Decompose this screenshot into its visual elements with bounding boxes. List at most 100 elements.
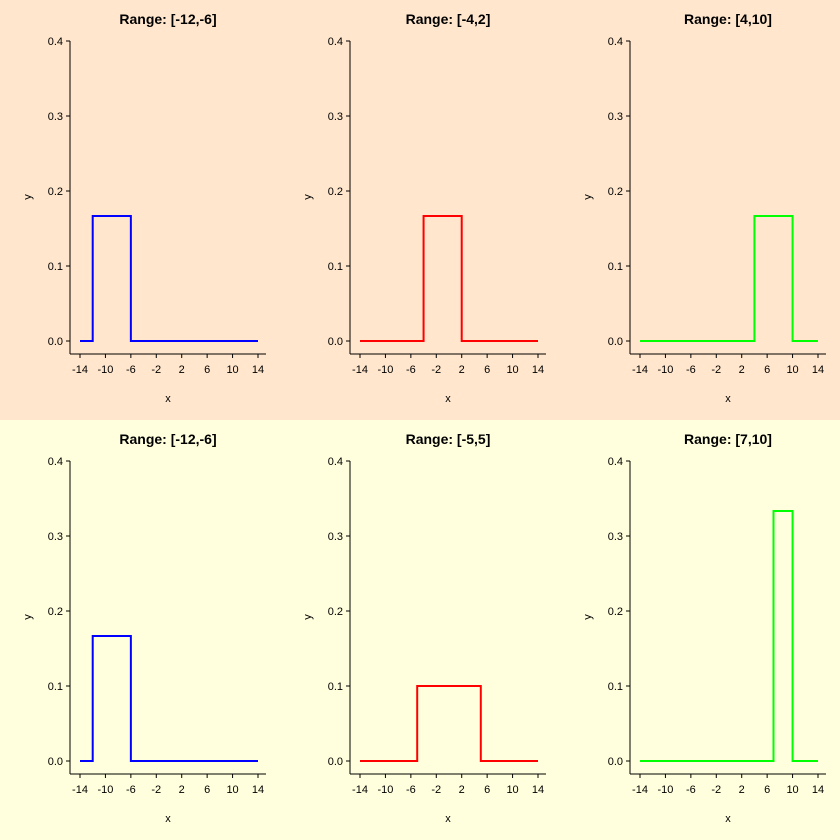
x-tick-label: -2 bbox=[431, 364, 441, 376]
chart-panel-3: Range: [4,10] 0.0 0.1 0.2 0.3 0.4 -14 -10 -6 -2 2 6… bbox=[582, 11, 826, 405]
chart-panel-4: Range: [-12,-6] 0.0 0.1 0.2 0.3 0.4 -14 -10 -6 -2… bbox=[22, 431, 266, 825]
y-tick-label: 0.3 bbox=[328, 111, 343, 123]
y-axis-label: y bbox=[582, 614, 594, 620]
y-axis-label: y bbox=[302, 614, 314, 620]
x-tick-label: 2 bbox=[459, 784, 465, 796]
x-tick-label: 6 bbox=[204, 784, 210, 796]
x-tick-label: -10 bbox=[657, 364, 673, 376]
series-line bbox=[80, 214, 258, 342]
x-tick-label: -14 bbox=[352, 364, 368, 376]
chart-panel-2: Range: [-4,2] 0.0 0.1 0.2 0.3 0.4 -14 -10 -6 -2 2 6… bbox=[302, 11, 546, 405]
x-tick-label: -14 bbox=[352, 784, 368, 796]
y-tick-label: 0.2 bbox=[608, 606, 623, 618]
x-tick-label: 10 bbox=[226, 784, 238, 796]
y-axis-label: y bbox=[22, 194, 34, 200]
series-line bbox=[640, 214, 818, 342]
y-tick-label: 0.1 bbox=[48, 681, 63, 693]
x-axis-label: x bbox=[165, 393, 171, 405]
x-axis-label: x bbox=[445, 813, 451, 825]
x-tick-label: 6 bbox=[484, 784, 490, 796]
x-tick-label: -2 bbox=[711, 784, 721, 796]
x-tick-label: 2 bbox=[739, 364, 745, 376]
x-tick-label: -10 bbox=[97, 784, 113, 796]
chart-title: Range: [-5,5] bbox=[406, 431, 491, 447]
x-tick-label: 2 bbox=[459, 364, 465, 376]
x-tick-label: 14 bbox=[532, 784, 544, 796]
y-tick-label: 0.4 bbox=[48, 456, 63, 468]
x-tick-label: -10 bbox=[97, 364, 113, 376]
top-row-background bbox=[0, 0, 840, 420]
y-axis-label: y bbox=[22, 614, 34, 620]
chart-title: Range: [4,10] bbox=[684, 11, 772, 27]
series-line bbox=[80, 634, 258, 762]
series-line bbox=[360, 685, 538, 762]
x-tick-label: 14 bbox=[252, 784, 264, 796]
x-tick-label: 10 bbox=[786, 364, 798, 376]
y-tick-label: 0.3 bbox=[48, 111, 63, 123]
x-tick-label: 10 bbox=[506, 364, 518, 376]
x-tick-label: 10 bbox=[226, 364, 238, 376]
y-tick-label: 0.2 bbox=[328, 606, 343, 618]
x-tick-label: -6 bbox=[126, 364, 136, 376]
x-axis-label: x bbox=[445, 393, 451, 405]
y-tick-label: 0.3 bbox=[328, 531, 343, 543]
chart-title: Range: [-12,-6] bbox=[119, 431, 216, 447]
x-tick-label: -2 bbox=[711, 364, 721, 376]
y-tick-label: 0.2 bbox=[608, 186, 623, 198]
x-axis-label: x bbox=[165, 813, 171, 825]
y-tick-label: 0.0 bbox=[48, 336, 63, 348]
series-line bbox=[640, 510, 818, 762]
x-tick-label: -6 bbox=[406, 364, 416, 376]
x-tick-label: 2 bbox=[179, 364, 185, 376]
chart-title: Range: [7,10] bbox=[684, 431, 772, 447]
x-tick-label: 14 bbox=[812, 364, 824, 376]
chart-title: Range: [-12,-6] bbox=[119, 11, 216, 27]
series-line bbox=[360, 214, 538, 342]
x-axis-label: x bbox=[725, 813, 731, 825]
x-tick-label: -14 bbox=[72, 784, 88, 796]
y-tick-label: 0.1 bbox=[608, 681, 623, 693]
x-tick-label: 14 bbox=[532, 364, 544, 376]
x-tick-label: 2 bbox=[739, 784, 745, 796]
x-tick-label: 10 bbox=[786, 784, 798, 796]
y-tick-label: 0.3 bbox=[608, 531, 623, 543]
x-tick-label: 14 bbox=[812, 784, 824, 796]
y-tick-label: 0.4 bbox=[328, 456, 343, 468]
y-axis-label: y bbox=[302, 194, 314, 200]
y-tick-label: 0.3 bbox=[608, 111, 623, 123]
x-tick-label: -14 bbox=[632, 784, 648, 796]
x-tick-label: 6 bbox=[204, 364, 210, 376]
y-tick-label: 0.0 bbox=[328, 336, 343, 348]
y-tick-label: 0.4 bbox=[328, 36, 343, 48]
x-tick-label: -10 bbox=[657, 784, 673, 796]
x-tick-label: -14 bbox=[72, 364, 88, 376]
y-tick-label: 0.0 bbox=[608, 756, 623, 768]
y-axis-label: y bbox=[582, 194, 594, 200]
x-tick-label: 6 bbox=[764, 784, 770, 796]
y-tick-label: 0.4 bbox=[48, 36, 63, 48]
x-tick-label: -6 bbox=[126, 784, 136, 796]
x-tick-label: -2 bbox=[151, 784, 161, 796]
x-tick-label: -2 bbox=[431, 784, 441, 796]
y-tick-label: 0.3 bbox=[48, 531, 63, 543]
x-tick-label: 2 bbox=[179, 784, 185, 796]
y-tick-label: 0.2 bbox=[328, 186, 343, 198]
y-tick-label: 0.2 bbox=[48, 186, 63, 198]
x-tick-label: 14 bbox=[252, 364, 264, 376]
y-tick-label: 0.1 bbox=[328, 261, 343, 273]
x-tick-label: 6 bbox=[484, 364, 490, 376]
chart-panel-5: Range: [-5,5] 0.0 0.1 0.2 0.3 0.4 -14 -10 -6 -2 2 6… bbox=[302, 431, 546, 825]
x-axis-label: x bbox=[725, 393, 731, 405]
chart-panel-1: Range: [-12,-6] 0.0 0.1 0.2 0.3 0.4 -14 -10 -6 -2… bbox=[22, 11, 266, 405]
x-tick-label: -6 bbox=[686, 364, 696, 376]
y-tick-label: 0.0 bbox=[608, 336, 623, 348]
x-tick-label: -6 bbox=[406, 784, 416, 796]
y-tick-label: 0.1 bbox=[608, 261, 623, 273]
y-tick-label: 0.0 bbox=[328, 756, 343, 768]
x-tick-label: -2 bbox=[151, 364, 161, 376]
chart-title: Range: [-4,2] bbox=[406, 11, 491, 27]
x-tick-label: 6 bbox=[764, 364, 770, 376]
x-tick-label: -6 bbox=[686, 784, 696, 796]
